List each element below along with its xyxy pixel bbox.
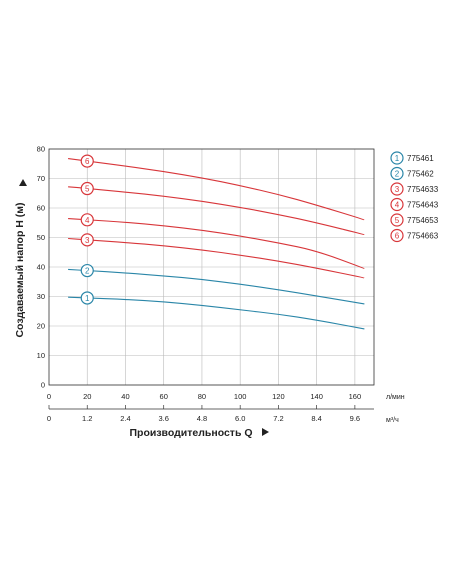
x-tick-labels-primary: 0 20 40 60 80 100 120 140 160 (47, 392, 361, 401)
x-tick-labels-secondary: 0 1.2 2.4 3.6 4.8 6.0 7.2 8.4 9.6 (47, 405, 374, 423)
series-line-7754643 (68, 218, 365, 270)
legend-label-775462: 775462 (407, 170, 434, 179)
x-axis-arrow-icon (262, 428, 269, 436)
x-axis-label: Производительность Q (129, 427, 252, 439)
legend-badge-number: 3 (395, 185, 400, 194)
y-tick-label: 20 (37, 322, 45, 331)
y-axis-label: Создаваемый напор H (м) (14, 202, 26, 337)
y-tick-label: 70 (37, 174, 45, 183)
legend-badge-4 (390, 197, 404, 212)
y-tick-label: 30 (37, 292, 45, 301)
x-tick-label-primary: 40 (121, 392, 129, 401)
series-badge-5 (80, 181, 94, 196)
series-badges: 1 2 3 4 5 6 (80, 154, 94, 305)
x-tick-label-primary: 120 (272, 392, 285, 401)
series-line-7754653 (68, 186, 365, 236)
x-tick-label-secondary: 9.6 (350, 414, 360, 423)
x-unit-primary: л/мин (386, 394, 405, 401)
series-line-775461 (68, 296, 365, 330)
legend-badge-1 (390, 151, 404, 165)
y-tick-label: 40 (37, 263, 45, 272)
legend-badge-number: 1 (395, 154, 400, 163)
y-tick-labels: 0 10 20 30 40 50 60 70 80 (37, 145, 45, 390)
axes (48, 148, 375, 386)
y-tick-label: 10 (37, 351, 45, 360)
series-badge-3 (80, 233, 94, 247)
legend-badge-5 (390, 213, 404, 227)
legend-badge-6 (390, 228, 404, 243)
legend-label-7754633: 7754633 (407, 185, 439, 194)
legend-badge-number: 4 (395, 201, 400, 210)
x-tick-label-secondary: 3.6 (158, 414, 168, 423)
series-badge-number: 1 (85, 294, 90, 303)
y-axis-arrow-icon (19, 179, 27, 186)
legend-label-7754653: 7754653 (407, 216, 439, 225)
legend-badge-number: 2 (395, 170, 400, 179)
series-badge-number: 4 (85, 216, 90, 225)
x-tick-label-secondary: 2.4 (120, 414, 130, 423)
x-tick-label-primary: 0 (47, 392, 51, 401)
x-tick-label-secondary: 1.2 (82, 414, 92, 423)
series-badge-number: 5 (85, 185, 90, 194)
legend-badge-number: 6 (395, 232, 400, 241)
series-lines (68, 158, 365, 330)
series-badge-6 (80, 154, 94, 168)
series-badge-4 (80, 213, 94, 227)
x-tick-label-primary: 80 (198, 392, 206, 401)
x-tick-label-secondary: 8.4 (311, 414, 321, 423)
y-tick-label: 50 (37, 233, 45, 242)
x-tick-label-secondary: 4.8 (197, 414, 207, 423)
series-badge-1 (80, 291, 94, 305)
x-tick-label-primary: 140 (310, 392, 323, 401)
plot-frame (48, 148, 375, 386)
series-line-7754663 (68, 158, 365, 221)
x-tick-label-primary: 60 (160, 392, 168, 401)
legend-label-7754663: 7754663 (407, 232, 439, 241)
y-tick-label: 80 (37, 145, 45, 154)
legend-label-775461: 775461 (407, 154, 434, 163)
legend-badge-number: 5 (395, 216, 400, 225)
legend-badge-3 (390, 182, 404, 196)
legend-label-7754643: 7754643 (407, 201, 439, 210)
x-tick-label-secondary: 7.2 (273, 414, 283, 423)
legend: 1 775461 2 775462 3 7754633 4 7754643 5 7754653 6 7… (390, 151, 439, 243)
x-tick-label-primary: 160 (349, 392, 362, 401)
x-tick-label-secondary: 6.0 (235, 414, 245, 423)
legend-badge-2 (390, 166, 404, 181)
series-badge-number: 2 (85, 267, 90, 276)
x-tick-label-secondary: 0 (47, 414, 51, 423)
series-badge-number: 3 (85, 236, 90, 245)
y-tick-label: 0 (41, 381, 45, 390)
y-tick-label: 60 (37, 204, 45, 213)
series-badge-number: 6 (85, 157, 90, 166)
x-tick-label-primary: 100 (234, 392, 247, 401)
grid (49, 148, 374, 386)
x-tick-label-primary: 20 (83, 392, 91, 401)
x-unit-secondary: м³/ч (386, 417, 399, 424)
series-badge-2 (80, 263, 94, 278)
